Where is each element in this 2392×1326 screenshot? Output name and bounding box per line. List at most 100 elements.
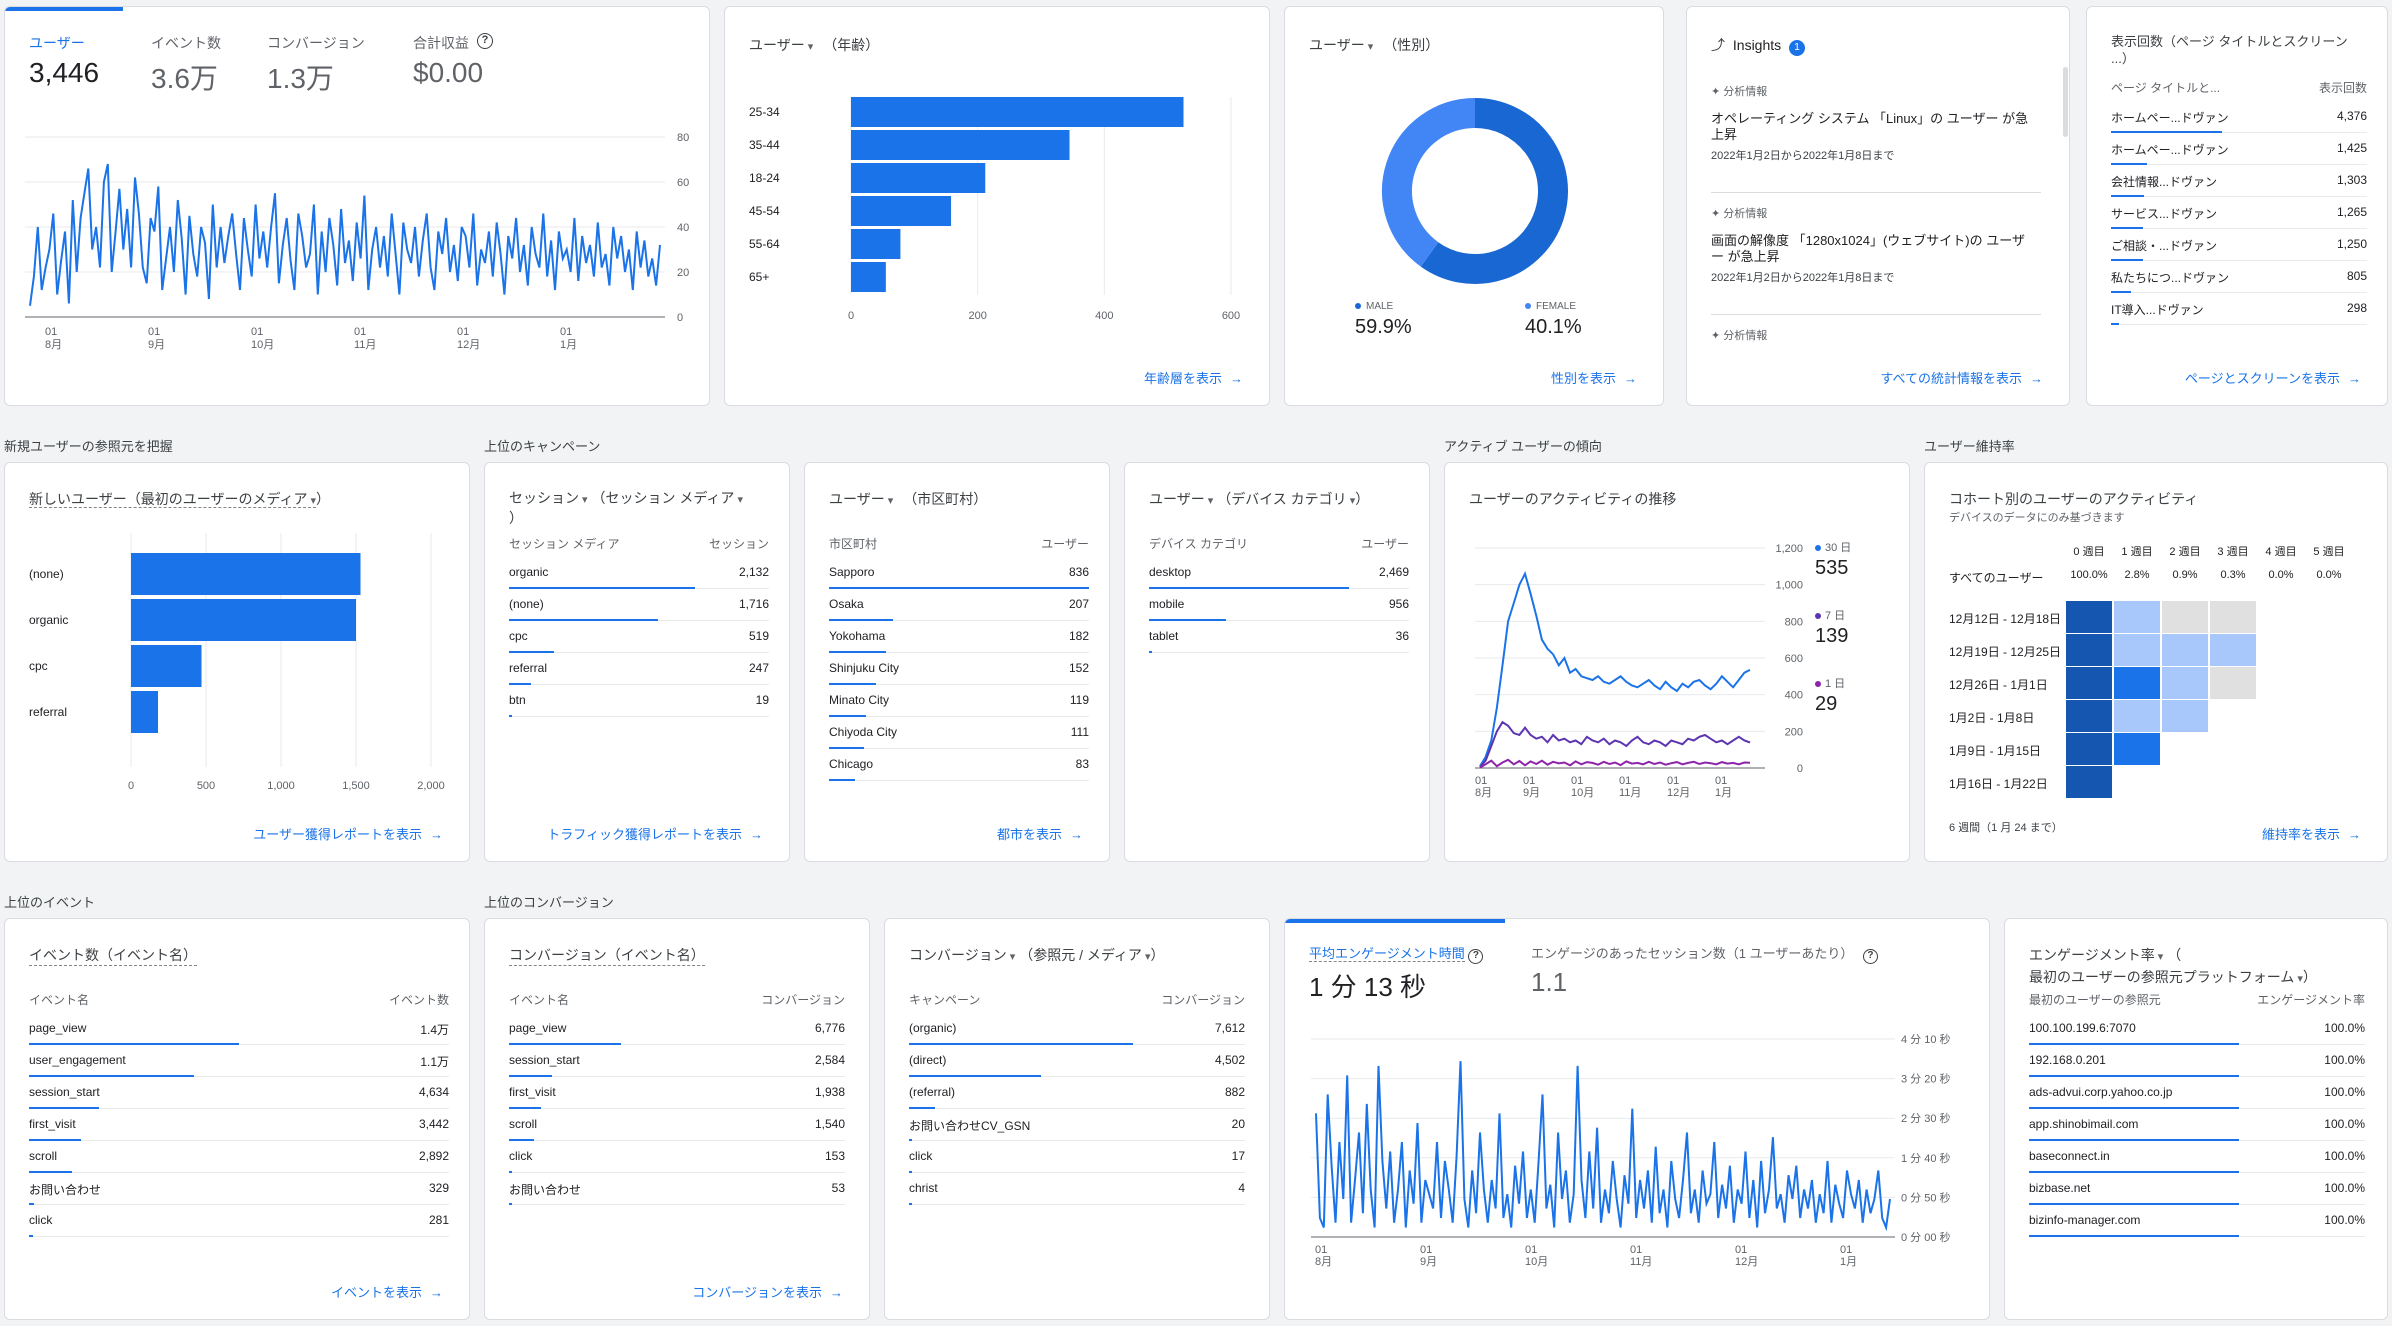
help-icon[interactable]: ? — [477, 33, 493, 49]
metric-dropdown[interactable]: ユーザー — [749, 37, 813, 53]
table-row[interactable]: ホームペー...ドヴァン 1,425 — [2111, 133, 2367, 165]
row-value: 100.0% — [2324, 1181, 2365, 1195]
table-row[interactable]: Yokohama 182 — [829, 621, 1089, 653]
table-row[interactable]: ホームペー...ドヴァン 4,376 — [2111, 101, 2367, 133]
table-row[interactable]: お問い合わせ 53 — [509, 1173, 845, 1205]
insight-item[interactable]: ✦ 分析情報 画面の解像度 「1280x1024」(ウェブサイト)の ユーザー … — [1711, 205, 2041, 315]
metric-tab-engagement-time[interactable]: 平均エンゲージメント時間 ? 1 分 13 秒 — [1285, 919, 1505, 1009]
card-title[interactable]: ユーザー （デバイス カテゴリ） — [1149, 489, 1369, 509]
table-row[interactable]: tablet 36 — [1149, 621, 1409, 653]
table-row[interactable]: first_visit 3,442 — [29, 1109, 449, 1141]
card-title[interactable]: ユーザー （市区町村） — [829, 489, 987, 509]
table-row[interactable]: 100.100.199.6:7070 100.0% — [2029, 1013, 2365, 1045]
view-gender-link[interactable]: 性別を表示 → — [1550, 371, 1637, 386]
metric-dropdown[interactable]: ユーザー — [1309, 37, 1373, 53]
table-row[interactable]: cpc 519 — [509, 621, 769, 653]
table-row[interactable]: Shinjuku City 152 — [829, 653, 1089, 685]
table-row[interactable]: session_start 4,634 — [29, 1077, 449, 1109]
view-all-insights-link[interactable]: すべての統計情報を表示 → — [1880, 371, 2043, 386]
view-traffic-link[interactable]: トラフィック獲得レポートを表示 → — [547, 827, 763, 842]
metric-dropdown[interactable]: 新しいユーザー（最初のユーザーのメディア — [29, 491, 317, 508]
table-row[interactable]: (direct) 4,502 — [909, 1045, 1245, 1077]
table-row[interactable]: ads-advui.corp.yahoo.co.jp 100.0% — [2029, 1077, 2365, 1109]
card-title[interactable]: セッション （セッション メディア ） — [509, 489, 779, 527]
metric-tab-events[interactable]: イベント数 3.6万 — [123, 7, 243, 107]
metric-dropdown[interactable]: ユーザー — [1149, 491, 1213, 507]
cohort-cell — [2114, 601, 2160, 633]
metric-dropdown[interactable]: セッション — [509, 490, 588, 506]
card-title[interactable]: イベント数（イベント名） — [29, 945, 197, 966]
dimension-dropdown[interactable]: （デバイス カテゴリ — [1217, 491, 1355, 507]
help-icon[interactable]: ? — [1862, 949, 1878, 964]
insight-item[interactable]: ✦ 分析情報 オペレーティング システム 「Linux」の ユーザー が急上昇 … — [1711, 83, 2041, 193]
dimension-dropdown[interactable]: （セッション メディア — [591, 490, 743, 506]
table-row[interactable]: scroll 2,892 — [29, 1141, 449, 1173]
x-tick-label: 1,000 — [267, 780, 295, 792]
metric-tab-engaged-sessions[interactable]: エンゲージのあったセッション数（1 ユーザーあたり） ? 1.1 — [1505, 919, 1965, 1009]
table-row[interactable]: サービス...ドヴァン 1,265 — [2111, 197, 2367, 229]
table-row[interactable]: 会社情報...ドヴァン 1,303 — [2111, 165, 2367, 197]
table-row[interactable]: 192.168.0.201 100.0% — [2029, 1045, 2365, 1077]
card-title[interactable]: コンバージョン（イベント名） — [509, 945, 705, 966]
table-row[interactable]: click 153 — [509, 1141, 845, 1173]
table-row[interactable]: (referral) 882 — [909, 1077, 1245, 1109]
table-row[interactable]: (none) 1,716 — [509, 589, 769, 621]
view-pages-link[interactable]: ページとスクリーンを表示 → — [2184, 371, 2361, 386]
y-tick-label: 4 分 10 秒 — [1901, 1032, 1951, 1046]
dimension-dropdown[interactable]: 最初のユーザーの参照元プラットフォーム — [2029, 969, 2303, 985]
table-row[interactable]: mobile 956 — [1149, 589, 1409, 621]
table-row[interactable]: お問い合わせ 329 — [29, 1173, 449, 1205]
table-row[interactable]: first_visit 1,938 — [509, 1077, 845, 1109]
table-row[interactable]: Chiyoda City 111 — [829, 717, 1089, 749]
view-conversions-link[interactable]: コンバージョンを表示 → — [692, 1285, 843, 1300]
table-row[interactable]: page_view 6,776 — [509, 1013, 845, 1045]
help-icon[interactable]: ? — [1468, 949, 1484, 964]
metric-tab-users[interactable]: ユーザー 3,446 — [5, 7, 123, 107]
table-row[interactable]: organic 2,132 — [509, 557, 769, 589]
table-row[interactable]: app.shinobimail.com 100.0% — [2029, 1109, 2365, 1141]
table-row[interactable]: click 17 — [909, 1141, 1245, 1173]
table-row[interactable]: bizinfo-manager.com 100.0% — [2029, 1205, 2365, 1237]
all-users-value: 2.8% — [2124, 569, 2150, 581]
table-row[interactable]: bizbase.net 100.0% — [2029, 1173, 2365, 1205]
view-retention-link[interactable]: 維持率を表示 → — [2261, 827, 2361, 842]
metric-dropdown[interactable]: コンバージョン — [909, 947, 1015, 963]
table-row[interactable]: お問い合わせCV_GSN 20 — [909, 1109, 1245, 1141]
view-events-link[interactable]: イベントを表示 → — [330, 1285, 443, 1300]
table-row[interactable]: (organic) 7,612 — [909, 1013, 1245, 1045]
table-row[interactable]: IT導入...ドヴァン 298 — [2111, 293, 2367, 325]
view-age-link[interactable]: 年齢層を表示 → — [1143, 371, 1243, 386]
table-row[interactable]: referral 247 — [509, 653, 769, 685]
metric-dropdown[interactable]: ユーザー — [829, 491, 893, 507]
dimension-dropdown[interactable]: （参照元 / メディア — [1019, 947, 1150, 963]
table-row[interactable]: christ 4 — [909, 1173, 1245, 1205]
card-title[interactable]: エンゲージメント率 （ 最初のユーザーの参照元プラットフォーム） — [2029, 945, 2369, 989]
table-row[interactable]: Minato City 119 — [829, 685, 1089, 717]
table-row[interactable]: Chicago 83 — [829, 749, 1089, 781]
table-row[interactable]: user_engagement 1.1万 — [29, 1045, 449, 1077]
table-row[interactable]: scroll 1,540 — [509, 1109, 845, 1141]
bar — [851, 229, 901, 259]
table-row[interactable]: btn 19 — [509, 685, 769, 717]
table-row[interactable]: page_view 1.4万 — [29, 1013, 449, 1045]
card-title[interactable]: コンバージョン （参照元 / メディア） — [909, 945, 1164, 965]
metric-tab-revenue[interactable]: 合計収益 ? $0.00 — [383, 7, 523, 107]
table-row[interactable]: click 281 — [29, 1205, 449, 1237]
table-row[interactable]: baseconnect.in 100.0% — [2029, 1141, 2365, 1173]
view-cities-link[interactable]: 都市を表示 → — [996, 827, 1083, 842]
scrollbar[interactable] — [2063, 67, 2068, 137]
metric-tab-conversions[interactable]: コンバージョン 1.3万 — [243, 7, 383, 107]
table-row[interactable]: ご相談・...ドヴァン 1,250 — [2111, 229, 2367, 261]
table-row[interactable]: session_start 2,584 — [509, 1045, 845, 1077]
table-row[interactable]: 私たちにつ...ドヴァン 805 — [2111, 261, 2367, 293]
insight-item[interactable]: ✦ 分析情報 — [1711, 330, 1768, 342]
table-row[interactable]: desktop 2,469 — [1149, 557, 1409, 589]
table-row[interactable]: Osaka 207 — [829, 589, 1089, 621]
card-title[interactable]: 表示回数（ページ タイトルとスクリーン ...） — [2111, 34, 2348, 66]
table-row[interactable]: Sapporo 836 — [829, 557, 1089, 589]
metric-dropdown[interactable]: エンゲージメント率 — [2029, 947, 2163, 963]
card-title[interactable]: 新しいユーザー（最初のユーザーのメディア） — [29, 489, 330, 509]
view-acquisition-link[interactable]: ユーザー獲得レポートを表示 → — [253, 827, 443, 842]
conversions-events-card: コンバージョン（イベント名） イベント名 コンバージョン page_view 6,… — [484, 918, 870, 1320]
row-value: 1,716 — [738, 597, 769, 611]
